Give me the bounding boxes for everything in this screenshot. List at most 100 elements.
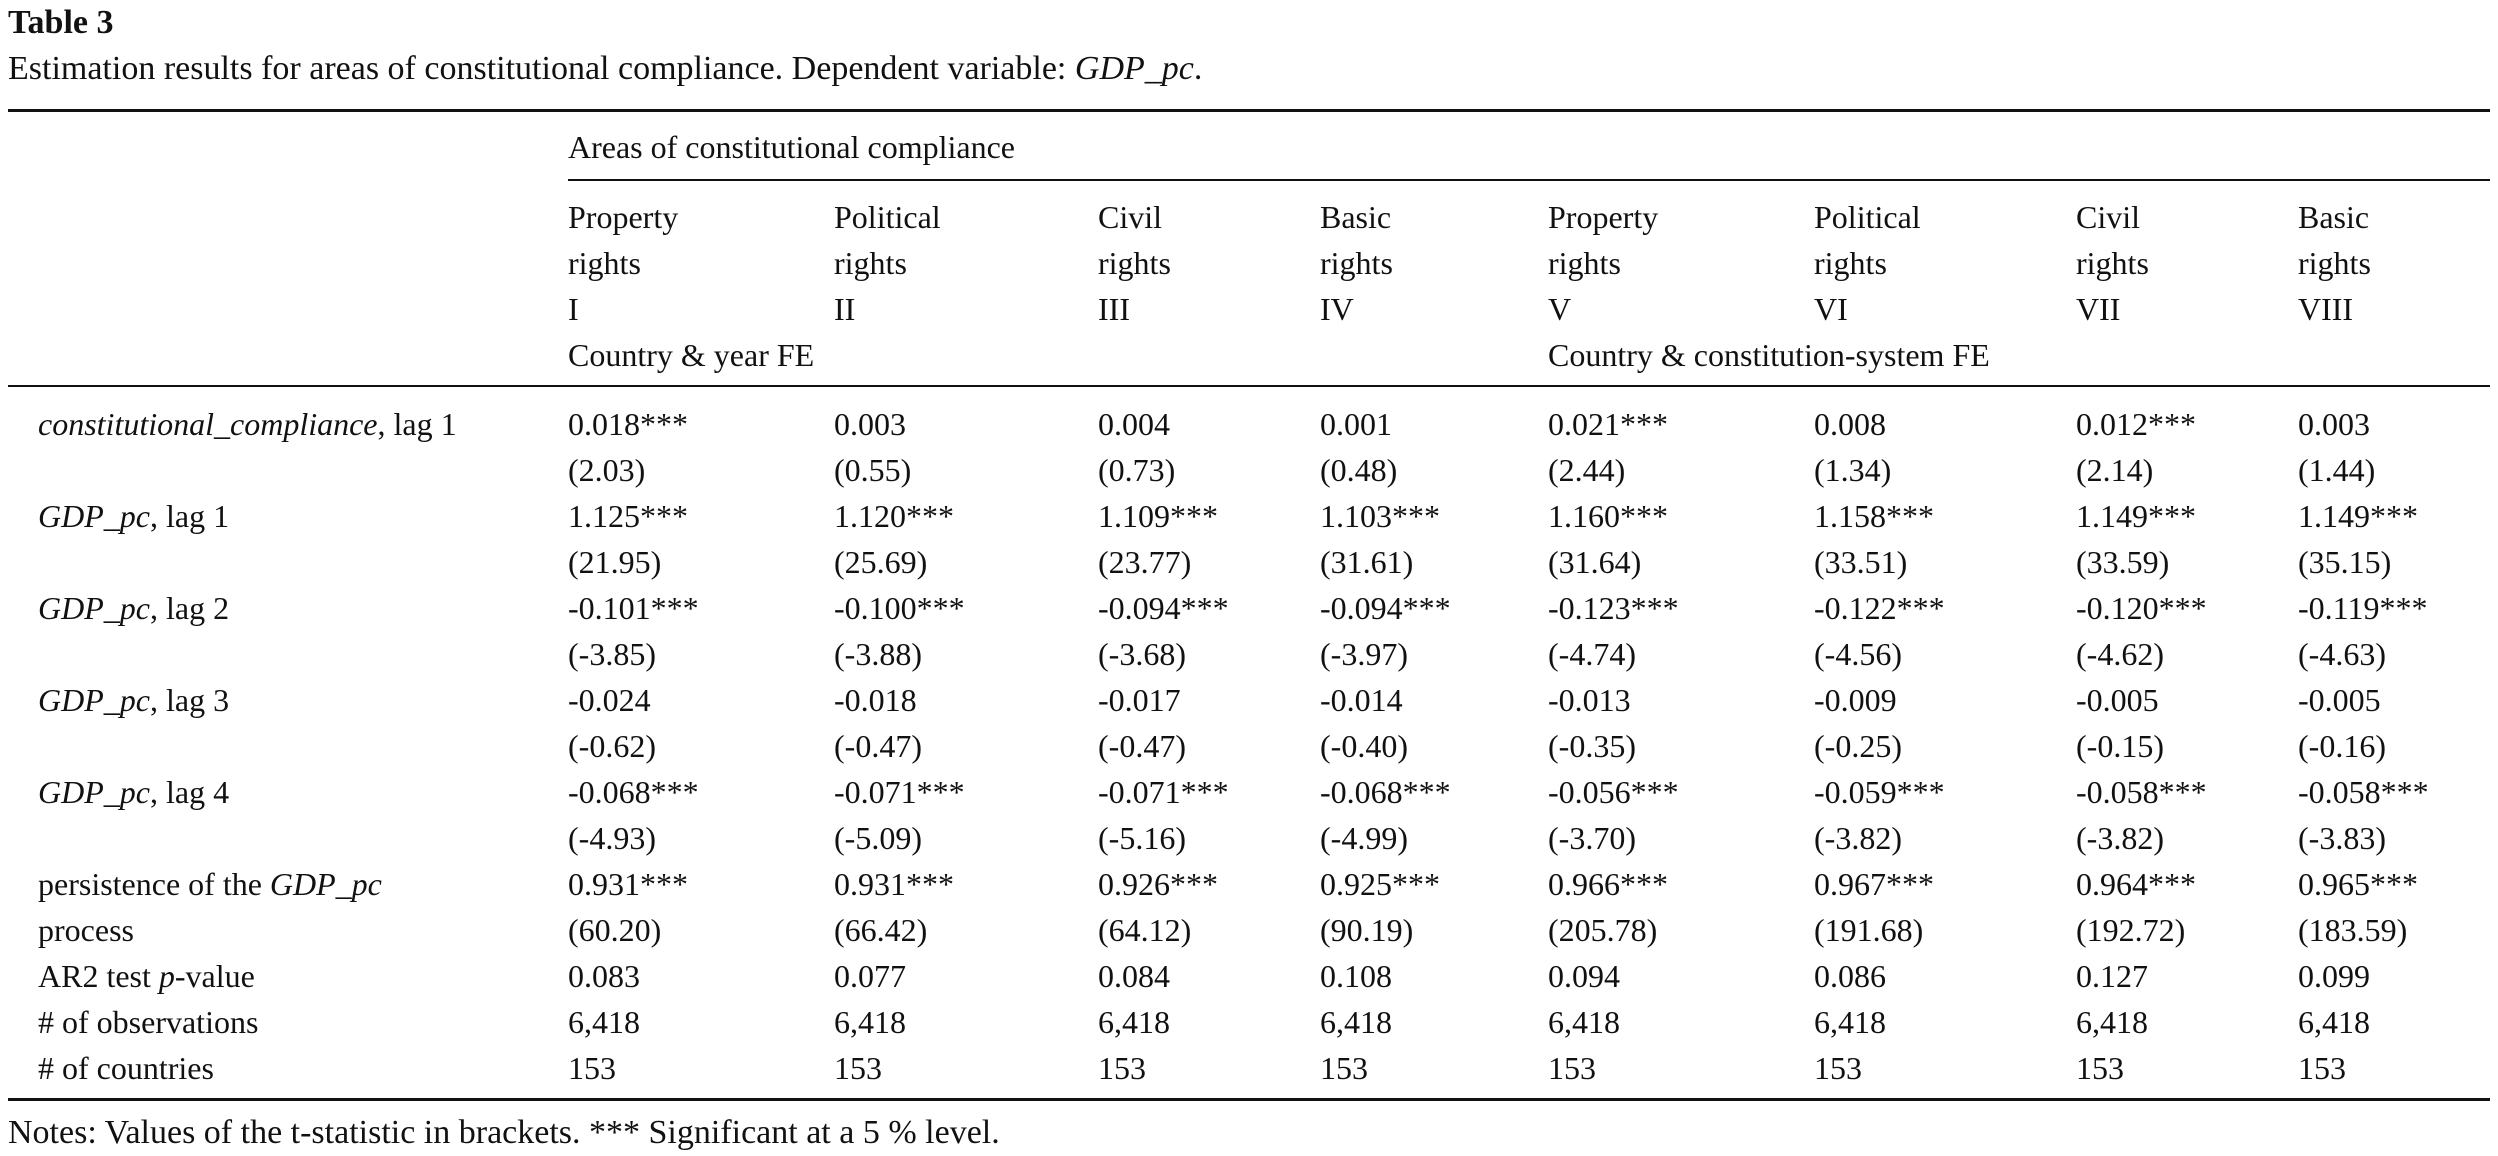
table-caption: Estimation results for areas of constitu… [8, 50, 1202, 88]
column-header-line1: Political [1814, 199, 1921, 235]
coefficient-cell: -0.101*** [568, 590, 699, 626]
tstat-cell: (2.03) [568, 452, 646, 488]
coefficient-cell: -0.071*** [1098, 774, 1229, 810]
coefficient-cell: -0.119*** [2298, 590, 2428, 626]
coefficient-cell: -0.013 [1548, 682, 1631, 718]
tstat-cell: (-5.09) [834, 820, 922, 856]
countries-cell: 153 [1814, 1050, 1862, 1086]
column-group-label: Areas of constitutional compliance [568, 129, 1015, 165]
coefficient-cell: 0.931*** [568, 866, 688, 902]
coefficient-cell: -0.068*** [568, 774, 699, 810]
column-header-numeral: V [1548, 291, 1572, 327]
tstat-cell: (66.42) [834, 912, 928, 948]
caption-text: Estimation results for areas of constitu… [8, 50, 1075, 87]
coefficient-cell: -0.068*** [1320, 774, 1451, 810]
tstat-cell: (0.48) [1320, 452, 1398, 488]
tstat-cell: (-3.85) [568, 636, 656, 672]
coefficient-cell: 0.008 [1814, 406, 1886, 442]
coefficient-cell: -0.009 [1814, 682, 1897, 718]
column-header-line1: Basic [2298, 199, 2370, 235]
row-label-variable: GDP_pc [38, 682, 150, 718]
coefficient-cell: -0.058*** [2076, 774, 2207, 810]
coefficient-cell: 1.160*** [1548, 498, 1668, 534]
row-label: # of countries [38, 1050, 214, 1086]
column-header-line1: Civil [1098, 199, 1163, 235]
column-header-line1: Civil [2076, 199, 2141, 235]
tstat-cell: (25.69) [834, 544, 928, 580]
row-label: GDP_pc, lag 2 [38, 585, 229, 631]
tstat-cell: (-4.93) [568, 820, 656, 856]
coefficient-cell: 1.109*** [1098, 498, 1218, 534]
ar2-cell: 0.083 [568, 958, 640, 994]
coefficient-cell: 0.003 [834, 406, 906, 442]
coefficient-cell: 0.964*** [2076, 866, 2196, 902]
coefficient-cell: -0.005 [2298, 682, 2381, 718]
tstat-cell: (-3.97) [1320, 636, 1408, 672]
tstat-cell: (1.34) [1814, 452, 1892, 488]
tstat-cell: (-3.70) [1548, 820, 1636, 856]
bottom-rule [8, 1098, 2490, 1101]
tstat-cell: (2.14) [2076, 452, 2154, 488]
row-label-variable: p [158, 958, 175, 994]
tstat-cell: (35.15) [2298, 544, 2392, 580]
tstat-cell: (90.19) [1320, 912, 1414, 948]
group-underline [568, 179, 2490, 181]
coefficient-cell: 1.149*** [2076, 498, 2196, 534]
coefficient-cell: -0.005 [2076, 682, 2159, 718]
coefficient-cell: 0.925*** [1320, 866, 1440, 902]
tstat-cell: (33.59) [2076, 544, 2170, 580]
row-label-variable: constitutional_compliance [38, 406, 378, 442]
caption-end: . [1193, 50, 1203, 87]
observations-cell: 6,418 [1814, 1004, 1886, 1040]
tstat-cell: (21.95) [568, 544, 662, 580]
tstat-cell: (31.61) [1320, 544, 1414, 580]
ar2-cell: 0.094 [1548, 958, 1620, 994]
tstat-cell: (-4.56) [1814, 636, 1902, 672]
column-header-numeral: VII [2076, 291, 2121, 327]
column-header-line2: rights [568, 245, 641, 281]
column-header-line1: Property [1548, 199, 1659, 235]
column-header-numeral: II [834, 291, 856, 327]
tstat-cell: (-3.88) [834, 636, 922, 672]
coefficient-cell: 0.004 [1098, 406, 1170, 442]
tstat-cell: (-0.16) [2298, 728, 2386, 764]
observations-cell: 6,418 [1548, 1004, 1620, 1040]
row-label: GDP_pc, lag 1 [38, 493, 229, 539]
row-label-suffix: , lag 1 [149, 498, 230, 534]
coefficient-cell: -0.058*** [2298, 774, 2429, 810]
coefficient-cell: 1.103*** [1320, 498, 1440, 534]
row-label-variable: GDP_pc [38, 498, 150, 534]
row-label-prefix: persistence of the [38, 866, 270, 902]
tstat-cell: (-0.40) [1320, 728, 1408, 764]
column-header-line2: rights [1098, 245, 1171, 281]
coefficient-cell: 1.125*** [568, 498, 688, 534]
row-label-suffix: -value [174, 958, 255, 994]
column-header-line2: rights [834, 245, 907, 281]
tstat-cell: (-3.82) [1814, 820, 1902, 856]
row-label-prefix: AR2 test [38, 958, 159, 994]
coefficient-cell: -0.094*** [1098, 590, 1229, 626]
ar2-cell: 0.077 [834, 958, 906, 994]
tstat-cell: (-4.63) [2298, 636, 2386, 672]
tstat-cell: (-0.62) [568, 728, 656, 764]
row-label: persistence of the GDP_pc [38, 861, 382, 907]
ar2-cell: 0.099 [2298, 958, 2370, 994]
top-rule [8, 109, 2490, 112]
coefficient-cell: -0.059*** [1814, 774, 1945, 810]
row-label: GDP_pc, lag 4 [38, 769, 229, 815]
tstat-cell: (0.73) [1098, 452, 1176, 488]
tstat-cell: (-5.16) [1098, 820, 1186, 856]
observations-cell: 6,418 [2298, 1004, 2370, 1040]
row-label: AR2 test p-value [38, 953, 255, 999]
ar2-cell: 0.084 [1098, 958, 1170, 994]
caption-dep-var: GDP_pc [1074, 50, 1194, 87]
coefficient-cell: 1.120*** [834, 498, 954, 534]
header-rule [8, 385, 2490, 387]
row-label-line2: process [38, 912, 134, 948]
observations-cell: 6,418 [834, 1004, 906, 1040]
countries-cell: 153 [2076, 1050, 2124, 1086]
tstat-cell: (205.78) [1548, 912, 1658, 948]
fe-label-left: Country & year FE [568, 337, 815, 373]
coefficient-cell: 1.158*** [1814, 498, 1934, 534]
tstat-cell: (191.68) [1814, 912, 1924, 948]
